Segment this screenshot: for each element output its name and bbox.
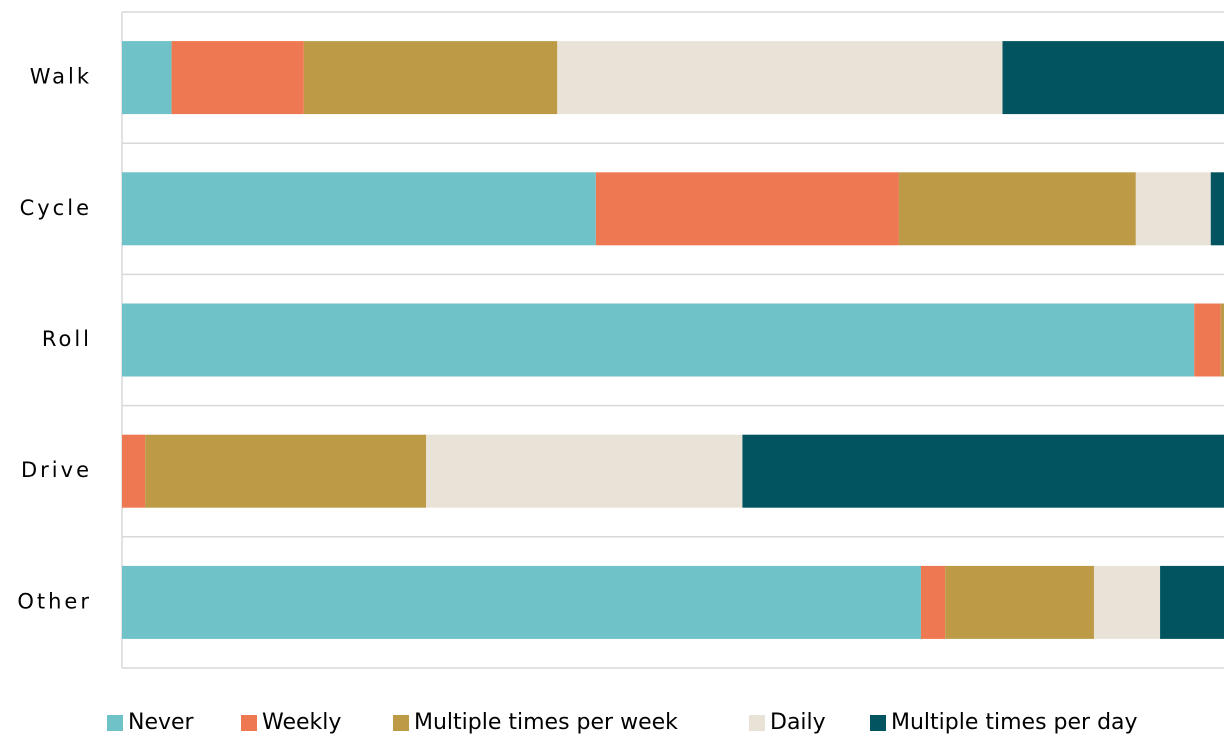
bar-segment [122,434,146,508]
bar-segment [426,434,743,508]
legend-swatch [241,715,257,731]
bar-segment [1093,565,1161,639]
bar-segment [145,434,427,508]
bar-segment [122,41,172,115]
bar-segment [742,434,1224,508]
bar-segment [122,172,596,246]
legend-swatch [749,715,765,731]
legend-label: Daily [770,710,826,735]
legend-swatch [870,715,886,731]
y-tick-label: Roll [42,327,92,351]
bar-segment [1220,303,1224,377]
bar-segment [122,565,921,639]
legend-label: Weekly [262,710,341,735]
bar-segment [557,41,1003,115]
bar-segment [1002,41,1224,115]
bar-segment [898,172,1136,246]
bar-segment [1194,303,1221,377]
legend-label: Multiple times per day [891,710,1138,735]
bar-segment [122,303,1195,377]
y-tick-label: Cycle [20,196,92,220]
legend-swatch [107,715,123,731]
legend-label: Multiple times per week [414,710,678,735]
y-tick-label: Other [17,589,92,613]
bar-segment [595,172,899,246]
bar-segment [945,565,1094,639]
bar-segment [303,41,558,115]
legend-label: Never [128,710,195,735]
bar-segment [1210,172,1224,246]
y-tick-label: Drive [21,458,92,482]
bar-segment [1160,565,1224,639]
y-tick-label: Walk [30,65,92,89]
legend-swatch [393,715,409,731]
bar-segment [1135,172,1211,246]
bar-segment [171,41,304,115]
bar-segment [920,565,946,639]
